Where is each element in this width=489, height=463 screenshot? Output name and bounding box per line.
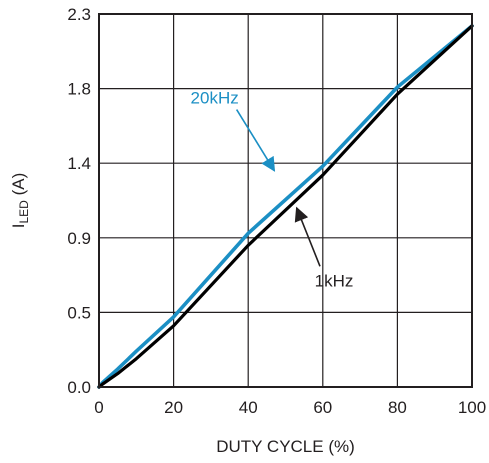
y-tick-label: 1.8 bbox=[67, 80, 91, 99]
x-tick-label: 80 bbox=[388, 398, 407, 417]
y-tick-label: 1.4 bbox=[67, 154, 91, 173]
x-axis-title: DUTY CYCLE (%) bbox=[216, 437, 355, 456]
annotation-arrow-20kHz bbox=[235, 109, 276, 172]
y-tick-label: 0.9 bbox=[67, 229, 91, 248]
y-tick-label: 2.3 bbox=[67, 5, 91, 24]
y-tick-label: 0.5 bbox=[67, 303, 91, 322]
x-tick-label: 20 bbox=[164, 398, 183, 417]
annotation-label-1kHz: 1kHz bbox=[315, 271, 354, 290]
grid-lines bbox=[99, 14, 472, 387]
y-axis-title-subscript: LED bbox=[17, 200, 31, 224]
tick-labels: 0 20 40 60 80 100 0.0 0.5 0.9 1.4 1.8 2.3 bbox=[67, 5, 486, 417]
plot-frame bbox=[98, 13, 473, 388]
x-tick-label: 0 bbox=[94, 398, 103, 417]
y-axis-title-main: I bbox=[9, 224, 28, 229]
series-line-1kHz bbox=[97, 24, 474, 389]
annotation-arrow-1kHz bbox=[294, 206, 321, 267]
annotations: 20kHz 1kHz bbox=[191, 89, 354, 291]
series-lines bbox=[97, 24, 474, 389]
y-axis-title-unit: (A) bbox=[9, 173, 28, 200]
series-line-20kHz bbox=[97, 24, 474, 389]
y-tick-label: 0.0 bbox=[67, 378, 91, 397]
y-axis-title: ILED (A) bbox=[9, 173, 31, 228]
x-tick-label: 60 bbox=[313, 398, 332, 417]
x-tick-label: 100 bbox=[458, 398, 486, 417]
annotation-label-20kHz: 20kHz bbox=[191, 89, 239, 108]
x-tick-label: 40 bbox=[239, 398, 258, 417]
